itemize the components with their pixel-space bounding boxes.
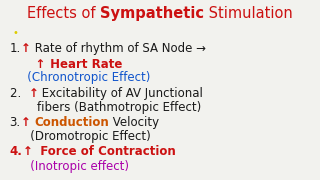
Text: Stimulation: Stimulation [204,6,293,21]
Text: 3.: 3. [10,116,21,129]
Text: ↑: ↑ [19,58,45,71]
Text: ↑: ↑ [21,42,31,55]
Text: Rate of rhythm of SA Node →: Rate of rhythm of SA Node → [31,42,206,55]
Text: (Dromotropic Effect): (Dromotropic Effect) [19,130,151,143]
Text: Conduction: Conduction [34,116,109,129]
Text: •: • [13,28,19,38]
Text: Excitability of AV Junctional: Excitability of AV Junctional [38,87,203,100]
Text: 1.: 1. [10,42,21,55]
Text: fibers (Bathmotropic Effect): fibers (Bathmotropic Effect) [22,101,202,114]
Text: Sympathetic: Sympathetic [100,6,204,21]
Text: Effects of: Effects of [27,6,100,21]
Text: (Inotropic effect): (Inotropic effect) [19,160,129,173]
Text: ↑: ↑ [22,145,32,158]
Text: 4.: 4. [10,145,22,158]
Text: Force of Contraction: Force of Contraction [32,145,176,158]
Text: ↑: ↑ [21,116,31,129]
Text: (Chronotropic Effect): (Chronotropic Effect) [16,71,150,84]
Text: Velocity: Velocity [109,116,159,129]
Text: 2.: 2. [10,87,28,100]
Text: ↑: ↑ [28,87,38,100]
Text: Heart Rate: Heart Rate [45,58,122,71]
